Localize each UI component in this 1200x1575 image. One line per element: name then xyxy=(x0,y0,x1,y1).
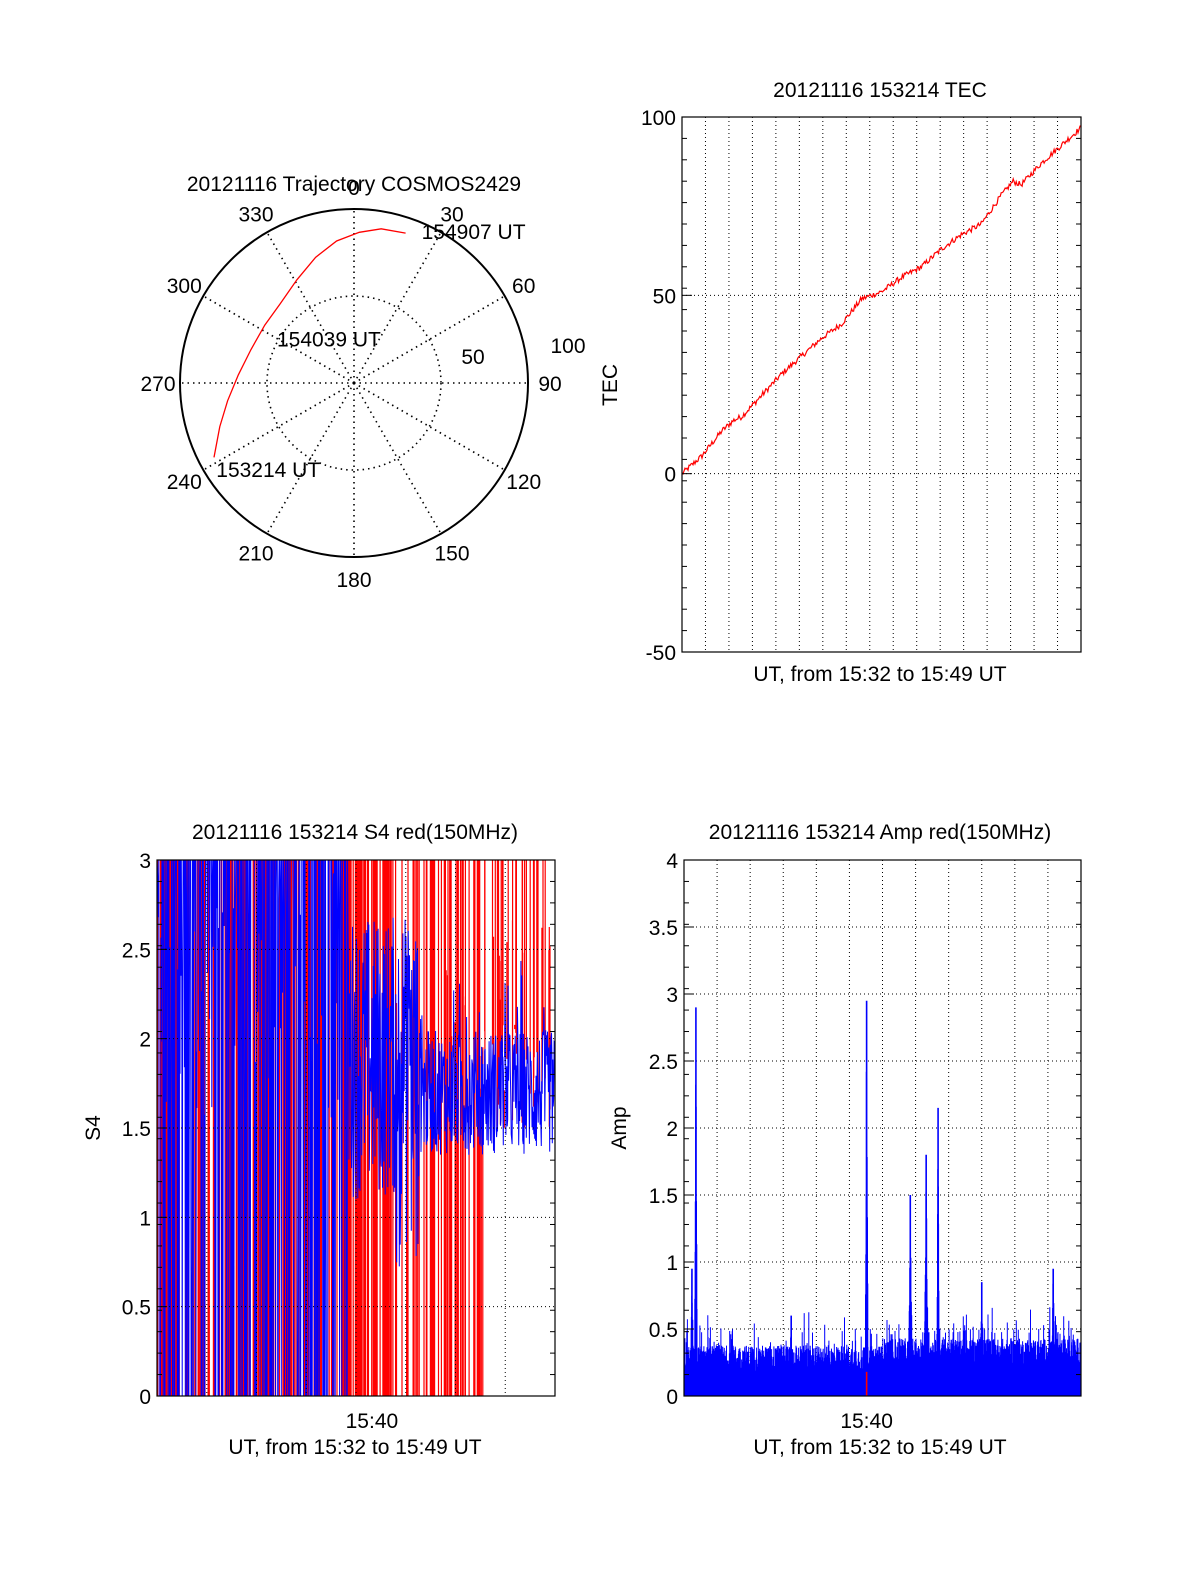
polar-angle-label-0: 0 xyxy=(348,177,360,200)
tec-ytick-label: -50 xyxy=(646,642,676,665)
polar-outer-circle xyxy=(179,208,529,558)
tec-grid xyxy=(682,117,1081,652)
s4-ylabel: S4 xyxy=(82,1115,105,1141)
amp-xticks: 15:40 xyxy=(840,1410,893,1433)
s4-red-block xyxy=(366,860,370,1396)
polar-angle-label-240: 240 xyxy=(167,471,202,494)
tec-xlabel: UT, from 15:32 to 15:49 UT xyxy=(753,663,1006,686)
tec-ytick-label: 100 xyxy=(641,107,676,130)
polar-angle-labels: 0 30 60 90 120 150 180 210 240 270 300 330 xyxy=(140,177,561,592)
amp-xtick-label: 15:40 xyxy=(840,1410,893,1433)
amp-ytick-label: 2 xyxy=(666,1118,678,1141)
polar-spoke-60 xyxy=(353,295,506,384)
s4-red-block xyxy=(197,860,200,1396)
polar-angle-label-150: 150 xyxy=(434,543,469,566)
tec-title: 20121116 153214 TEC xyxy=(773,79,987,102)
trajectory-title: 20121116 Trajectory COSMOS2429 xyxy=(187,173,521,196)
amp-ylabel: Amp xyxy=(608,1106,631,1149)
polar-angle-label-210: 210 xyxy=(238,543,273,566)
amp-ytick-label: 2.5 xyxy=(649,1051,678,1074)
tec-ytick-label: 50 xyxy=(653,285,676,308)
polar-spoke-330 xyxy=(266,231,355,384)
trajectory-line-0 xyxy=(213,228,406,458)
polar-angle-label-330: 330 xyxy=(238,203,273,226)
tec-line xyxy=(681,125,1082,476)
amp-ytick-label: 4 xyxy=(666,850,678,873)
s4-grid xyxy=(157,860,555,1396)
polar-angle-label-120: 120 xyxy=(506,471,541,494)
trajectory-annotation-1: 154039 UT xyxy=(277,329,381,352)
amp-ytick-label: 3.5 xyxy=(649,917,678,940)
s4-ytick-label: 2 xyxy=(139,1029,151,1052)
s4-ytick-label: 1.5 xyxy=(122,1118,151,1141)
polar-angle-label-270: 270 xyxy=(140,373,175,396)
s4-ytick-label: 2.5 xyxy=(122,939,151,962)
s4-red-block xyxy=(374,860,378,1396)
polar-spoke-210 xyxy=(266,382,355,535)
trajectory-series xyxy=(213,228,406,458)
s4-ytick-label: 0 xyxy=(139,1386,151,1409)
s4-xticks: 15:40 xyxy=(346,1410,399,1433)
polar-radius-label-50: 50 xyxy=(461,346,484,369)
tec-ylabel: TEC xyxy=(599,364,622,406)
s4-ytick-label: 0.5 xyxy=(122,1297,151,1320)
polar-spoke-30 xyxy=(353,231,442,384)
s4-red-block xyxy=(383,860,390,1396)
amp-ytick-label: 0.5 xyxy=(649,1319,678,1342)
amp-ytick-label: 0 xyxy=(666,1386,678,1409)
polar-angle-label-180: 180 xyxy=(336,569,371,592)
polar-angle-label-30: 30 xyxy=(440,203,463,226)
polar-spoke-150 xyxy=(353,382,442,535)
trajectory-annotation-2: 154907 UT xyxy=(422,221,526,244)
trajectory-annotations: 153214 UT 154039 UT 154907 UT xyxy=(216,221,525,482)
trajectory-plot: 20121116 Trajectory COSMOS2429 0 30 60 90 12… xyxy=(140,173,585,592)
s4-ytick-label: 3 xyxy=(139,850,151,873)
tec-yticks: -50 0 50 100 xyxy=(641,107,1081,665)
s4-plot: 20121116 153214 S4 red(150MHz) 0 0.5 1 1.5 2… xyxy=(82,821,556,1459)
s4-red-block xyxy=(303,860,307,1396)
amp-ytick-label: 3 xyxy=(666,984,678,1007)
amp-title: 20121116 153214 Amp red(150MHz) xyxy=(709,821,1051,844)
polar-spoke-120 xyxy=(353,382,506,471)
tec-ytick-label: 0 xyxy=(664,464,676,487)
s4-red-block xyxy=(348,860,352,1396)
amp-series xyxy=(683,1000,1082,1396)
tec-frame xyxy=(681,116,1082,653)
polar-circle-50 xyxy=(266,295,442,471)
s4-ytick-label: 1 xyxy=(139,1207,151,1230)
s4-xtick-label: 15:40 xyxy=(346,1410,399,1433)
amp-yticks: 0 0.5 1 1.5 2 2.5 3 3.5 4 xyxy=(649,850,1081,1409)
polar-grid xyxy=(180,209,528,557)
polar-spoke-240 xyxy=(202,382,355,471)
tec-plot: 20121116 153214 TEC -50 0 50 100 TEC UT, fr… xyxy=(599,79,1082,686)
trajectory-annotation-0: 153214 UT xyxy=(216,459,320,482)
tec-series xyxy=(681,125,1082,476)
amp-xlabel: UT, from 15:32 to 15:49 UT xyxy=(753,1436,1006,1459)
amp-plot: 20121116 153214 Amp red(150MHz) 0 0.5 1 1.5… xyxy=(608,821,1082,1459)
polar-angle-label-90: 90 xyxy=(538,373,561,396)
amp-grid xyxy=(684,860,1081,1396)
s4-yticks: 0 0.5 1 1.5 2 2.5 3 xyxy=(122,850,555,1409)
polar-spoke-300 xyxy=(202,295,355,384)
polar-radius-label-100: 100 xyxy=(550,335,585,358)
polar-angle-label-300: 300 xyxy=(167,275,202,298)
polar-angle-label-60: 60 xyxy=(512,275,535,298)
amp-ytick-label: 1.5 xyxy=(649,1185,678,1208)
amp-ytick-label: 1 xyxy=(666,1252,678,1275)
s4-title: 20121116 153214 S4 red(150MHz) xyxy=(192,821,518,844)
s4-xlabel: UT, from 15:32 to 15:49 UT xyxy=(228,1436,481,1459)
